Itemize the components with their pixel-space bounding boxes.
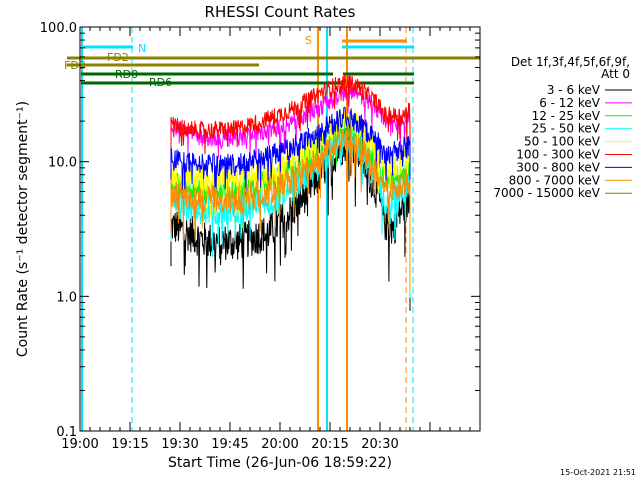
x-tick-label: 20:30 (361, 437, 398, 452)
legend-label: 6 - 12 keV (539, 96, 601, 110)
x-tick-label: 19:30 (161, 437, 198, 452)
annotation-label-fd3: FD3 (64, 59, 86, 72)
x-tick-label: 20:00 (261, 437, 298, 452)
x-axis: 19:00 19:15 19:30 19:45 20:00 20:15 20:30 (61, 27, 481, 452)
series-line-800-7000-kev (170, 125, 411, 292)
x-tick-label: 19:45 (211, 437, 248, 452)
legend-label: 800 - 7000 keV (509, 173, 601, 187)
x-axis-label: Start Time (26-Jun-06 18:59:22) (168, 455, 392, 471)
annotation-label-rd6: RD6 (149, 76, 172, 89)
x-tick-label: 19:00 (61, 437, 98, 452)
legend-header-line-2: Att 0 (601, 67, 630, 81)
legend-label: 300 - 800 keV (516, 160, 600, 174)
series-line-100-300-kev (170, 74, 411, 222)
legend-label: 3 - 6 keV (547, 83, 601, 97)
legend-header-line-1: Det 1f,3f,4f,5f,6f,9f, (511, 55, 630, 69)
annotation-label-rd0: RD0 (115, 68, 138, 81)
y-tick-label: 10.0 (48, 156, 77, 171)
x-tick-label: 19:15 (111, 437, 148, 452)
annotation-label-s: S (305, 34, 312, 47)
x-tick-label: 20:15 (311, 437, 348, 452)
y-tick-label: 0.1 (56, 425, 77, 440)
legend-label: 7000 - 15000 keV (493, 186, 600, 200)
chart-title: RHESSI Count Rates (205, 3, 356, 21)
series-layer (170, 74, 411, 311)
legend-label: 100 - 300 keV (516, 148, 600, 162)
legend-label: 25 - 50 keV (532, 122, 601, 136)
y-tick-label: 100.0 (40, 21, 77, 36)
legend-label: 50 - 100 keV (524, 135, 601, 149)
y-axis-label: Count Rate (s⁻¹ detector segment⁻¹) (15, 101, 31, 357)
timestamp: 15-Oct-2021 21:51 (560, 468, 636, 477)
y-tick-label: 1.0 (56, 290, 77, 305)
legend-label: 12 - 25 keV (532, 109, 601, 123)
annotation-label-n: N (138, 42, 146, 55)
series-line-50-100-kev (170, 107, 411, 267)
annotation-label-fd2: FD2 (107, 51, 129, 64)
series-line-300-800-kev (170, 106, 411, 258)
y-axis: 0.1 1.0 10.0 100.0 (40, 21, 480, 440)
annotation-layer: N S FD2 FD3 RD0 RD6 (64, 27, 480, 431)
